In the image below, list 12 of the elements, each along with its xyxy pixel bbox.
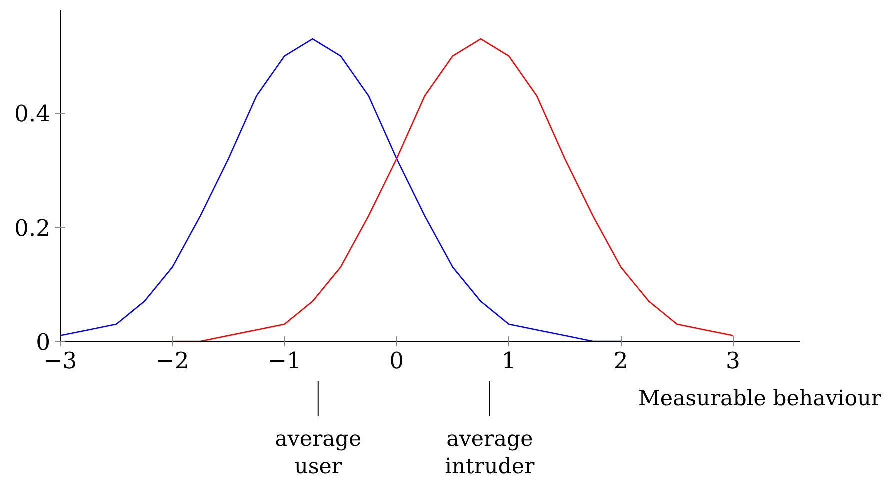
ref-line-label: average user xyxy=(275,427,362,480)
ref-line-label: average intruder xyxy=(445,427,536,480)
y-tick-label: 0.4 xyxy=(14,102,50,128)
x-tick-label: 0 xyxy=(390,348,404,374)
x-tick-label: 2 xyxy=(614,348,628,374)
x-tick-label: −2 xyxy=(156,348,190,374)
x-tick-label: 3 xyxy=(726,348,740,374)
y-tick-label: 0.2 xyxy=(14,216,50,242)
x-tick-label: −1 xyxy=(268,348,302,374)
x-tick-label: 1 xyxy=(502,348,516,374)
x-axis-title: Measurable behaviour xyxy=(638,386,882,412)
y-tick-label: 0 xyxy=(36,330,51,356)
